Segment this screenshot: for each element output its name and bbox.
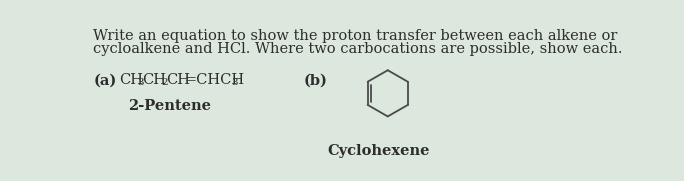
Text: CH: CH: [119, 73, 143, 87]
Text: 2-Pentene: 2-Pentene: [128, 100, 211, 113]
Text: Write an equation to show the proton transfer between each alkene or: Write an equation to show the proton tra…: [93, 29, 618, 43]
Text: 3: 3: [231, 77, 238, 87]
Text: cycloalkene and HCl. Where two carbocations are possible, show each.: cycloalkene and HCl. Where two carbocati…: [93, 42, 622, 56]
Text: 2: 2: [161, 77, 168, 87]
Text: =CHCH: =CHCH: [185, 73, 245, 87]
Text: CH: CH: [166, 73, 190, 87]
Text: (a): (a): [93, 73, 116, 87]
Text: Cyclohexene: Cyclohexene: [328, 144, 430, 158]
Text: (b): (b): [304, 73, 328, 87]
Text: 3: 3: [137, 77, 144, 87]
Text: CH: CH: [142, 73, 167, 87]
